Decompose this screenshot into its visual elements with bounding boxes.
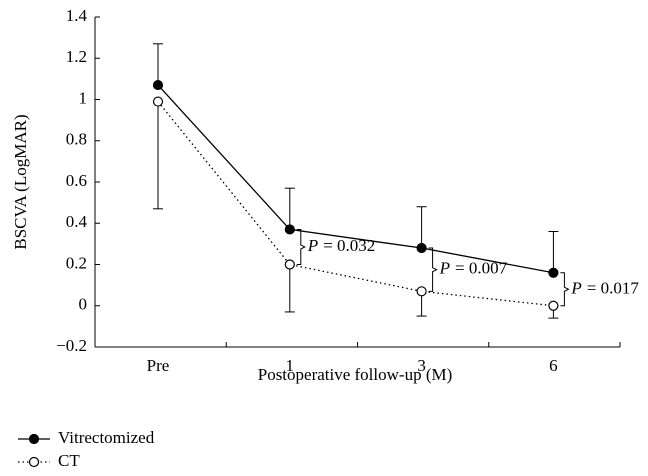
marker [548, 267, 559, 278]
annotation-text: = 0.032 [323, 236, 375, 255]
y-tick-label: 0.2 [66, 253, 87, 272]
annotation-bracket [428, 247, 438, 292]
annotation: P = 0.032 [307, 236, 375, 255]
legend-marker [28, 456, 40, 468]
y-tick-label: 0 [79, 295, 88, 314]
x-tick-label: 1 [286, 356, 295, 375]
y-tick-label: 0.4 [66, 212, 88, 231]
y-tick-label: 1.2 [66, 47, 87, 66]
legend-label: CT [58, 451, 80, 470]
annotation-bracket [560, 272, 570, 307]
annotation: P = 0.007 [439, 259, 508, 278]
legend-marker [28, 433, 40, 445]
y-tick-label: 0.6 [66, 171, 87, 190]
x-tick-label: 6 [549, 356, 558, 375]
marker [152, 79, 164, 91]
marker [284, 224, 295, 235]
x-tick-label: 3 [417, 356, 426, 375]
y-tick-label: 1 [79, 88, 88, 107]
marker [416, 242, 427, 254]
series-line [157, 101, 554, 307]
marker [548, 300, 559, 311]
y-axis-label: BSCVA (LogMAR) [11, 114, 30, 249]
marker [284, 259, 295, 270]
y-tick-label: −0.2 [56, 336, 87, 355]
annotation: P = 0.017 [570, 278, 639, 297]
annotation-symbol: P [570, 278, 581, 297]
y-tick-label: 1.4 [66, 6, 88, 25]
marker [152, 96, 164, 107]
annotation-symbol: P [307, 236, 318, 255]
x-tick-label: Pre [147, 356, 170, 375]
annotation-text: = 0.017 [587, 278, 640, 297]
annotation-text: = 0.007 [455, 259, 508, 278]
y-tick-label: 0.8 [66, 130, 87, 149]
series-line [157, 84, 554, 274]
annotation-bracket [296, 228, 306, 265]
annotation-symbol: P [439, 259, 450, 278]
marker [416, 286, 427, 297]
x-axis-label: Postoperative follow-up (M) [258, 365, 453, 384]
legend-label: Vitrectomized [58, 428, 155, 447]
